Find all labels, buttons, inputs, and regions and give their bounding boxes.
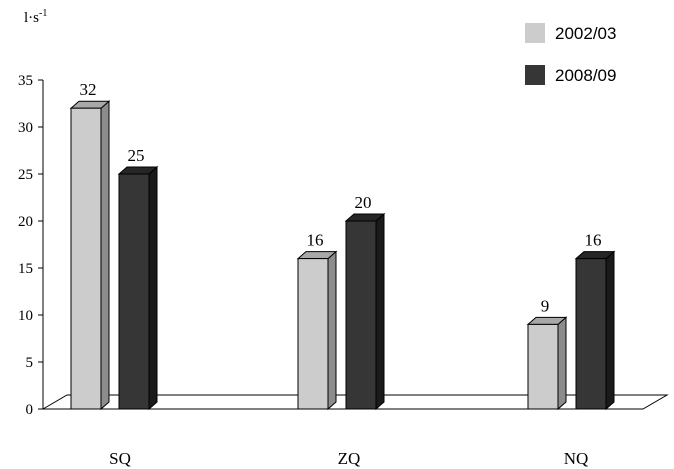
bar-front-face — [345, 220, 377, 410]
bar-side-face — [605, 250, 615, 411]
legend-label: 2002/03 — [555, 24, 616, 43]
y-tick-label: 25 — [18, 167, 33, 183]
y-tick-label: 0 — [26, 402, 34, 418]
bar-value-label: 16 — [585, 231, 602, 250]
bar — [296, 250, 338, 411]
legend-label: 2008/09 — [555, 66, 616, 85]
y-axis-unit-base: l·s — [24, 10, 39, 26]
bar-front-face — [527, 323, 559, 410]
bar — [117, 165, 159, 411]
x-category-label: NQ — [564, 449, 589, 468]
bar-front-face — [297, 258, 329, 410]
bar — [344, 212, 386, 411]
bar-front-face — [70, 107, 102, 410]
y-axis-unit-exponent: -1 — [39, 8, 47, 19]
y-tick-label: 5 — [26, 355, 34, 371]
bar-side-face — [327, 250, 337, 411]
x-category-label: SQ — [109, 449, 131, 468]
bar-value-label: 16 — [307, 231, 324, 250]
y-axis-unit-label: l·s-1 — [24, 8, 47, 26]
bar — [526, 316, 568, 411]
y-tick-label: 30 — [18, 120, 33, 136]
y-tick-label: 20 — [18, 214, 33, 230]
bar — [574, 250, 616, 411]
bar-front-face — [575, 258, 607, 410]
legend-swatch — [525, 23, 545, 43]
y-tick-label: 10 — [18, 308, 33, 324]
bar-value-label: 20 — [355, 193, 372, 212]
legend-swatch — [525, 65, 545, 85]
bar-value-label: 32 — [80, 80, 97, 99]
legend-item: 2008/09 — [525, 65, 616, 85]
bar-value-label: 9 — [541, 296, 550, 315]
bar-side-face — [100, 100, 110, 411]
bar-side-face — [557, 316, 567, 411]
bar-side-face — [375, 212, 385, 411]
y-tick-label: 15 — [18, 261, 33, 277]
bar-front-face — [118, 173, 150, 410]
bar-value-label: 25 — [128, 146, 145, 165]
bar — [69, 100, 111, 411]
bar-side-face — [148, 165, 158, 411]
x-category-label: ZQ — [338, 449, 361, 468]
y-tick-label: 35 — [18, 73, 33, 89]
legend-item: 2002/03 — [525, 23, 616, 43]
